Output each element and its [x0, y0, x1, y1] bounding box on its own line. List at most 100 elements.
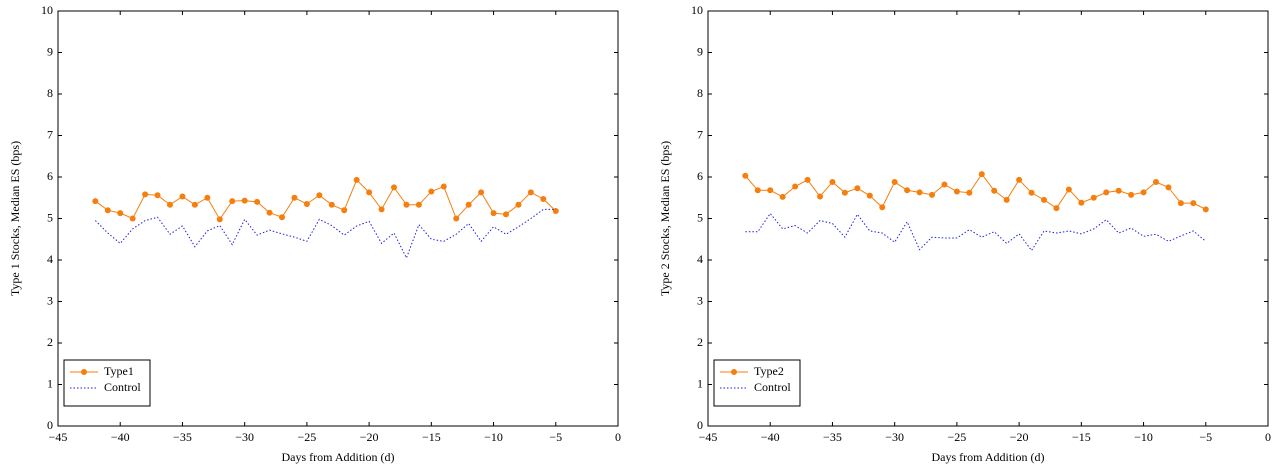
point [1115, 187, 1122, 194]
y-tick-label: 3 [697, 293, 703, 307]
point [266, 209, 273, 216]
x-tick-label: −40 [761, 430, 780, 444]
point [241, 197, 248, 204]
point [527, 189, 534, 196]
point [328, 201, 335, 208]
point [428, 188, 435, 195]
point [1065, 186, 1072, 193]
x-tick-label: −5 [1199, 430, 1212, 444]
point [552, 208, 559, 215]
point [490, 210, 497, 217]
y-tick-label: 10 [41, 3, 53, 17]
y-axis-label: Type 1 Stocks, Median ES (bps) [8, 141, 22, 296]
point [515, 201, 522, 208]
x-axis-label: Days from Addition (d) [932, 450, 1045, 464]
point [804, 176, 811, 183]
series-line [744, 173, 1207, 210]
x-tick-label: −40 [111, 430, 130, 444]
y-tick-label: 8 [47, 86, 53, 100]
y-tick-label: 0 [697, 418, 703, 432]
y-tick-label: 9 [697, 44, 703, 58]
x-tick-label: −15 [1072, 430, 1091, 444]
x-tick-label: −35 [823, 430, 842, 444]
point [303, 200, 310, 207]
point [316, 192, 323, 199]
point [279, 214, 285, 221]
y-tick-label: 0 [47, 418, 53, 432]
x-tick-label: −30 [235, 430, 254, 444]
y-tick-label: 1 [47, 376, 53, 390]
y-tick-label: 7 [47, 127, 53, 141]
x-tick-label: −10 [1134, 430, 1153, 444]
point [1003, 196, 1010, 203]
point [142, 191, 149, 198]
point [941, 181, 948, 188]
legend-box [63, 359, 151, 407]
point [1190, 200, 1197, 207]
point [966, 189, 973, 196]
legend-marker [731, 369, 737, 375]
point [991, 187, 998, 194]
y-tick-label: 10 [691, 3, 703, 17]
point [391, 184, 397, 191]
x-tick-label: −45 [49, 430, 68, 444]
x-tick-label: −20 [360, 430, 379, 444]
x-axis-label: Days from Addition (d) [282, 450, 395, 464]
point [465, 201, 472, 208]
point [841, 189, 848, 196]
y-tick-label: 6 [697, 169, 703, 183]
point [829, 178, 836, 185]
x-tick-label: −25 [947, 430, 966, 444]
x-tick-label: −10 [484, 430, 503, 444]
point [291, 194, 298, 201]
point [1103, 189, 1110, 196]
y-tick-label: 2 [47, 335, 53, 349]
x-tick-label: 0 [615, 430, 621, 444]
point [1202, 206, 1209, 213]
point [904, 187, 911, 194]
point [179, 193, 186, 200]
point [792, 183, 799, 190]
point [503, 211, 509, 218]
x-tick-label: −25 [297, 430, 316, 444]
legend-label: Control [754, 380, 791, 394]
point [129, 215, 136, 222]
point [929, 191, 935, 198]
x-tick-label: −35 [173, 430, 192, 444]
point [92, 198, 99, 205]
point [378, 206, 385, 213]
point [167, 201, 173, 208]
legend-box [713, 359, 801, 407]
point [191, 201, 198, 208]
y-tick-label: 2 [697, 335, 703, 349]
point [1128, 191, 1135, 198]
point [767, 187, 774, 194]
point [1078, 199, 1085, 206]
y-tick-label: 1 [697, 376, 703, 390]
series-line [94, 208, 556, 260]
y-axis-label: Type 2 Stocks, Median ES (bps) [658, 141, 672, 296]
x-tick-label: 0 [1265, 430, 1271, 444]
point [1090, 194, 1097, 201]
point [478, 189, 485, 196]
point [891, 178, 898, 185]
point [779, 193, 786, 200]
legend-label: Control [104, 380, 141, 394]
y-tick-label: 8 [697, 86, 703, 100]
point [341, 207, 348, 214]
point [254, 198, 261, 205]
point [953, 188, 960, 195]
point [216, 216, 223, 223]
point [1041, 196, 1047, 203]
point [1153, 178, 1159, 185]
point [1016, 176, 1023, 183]
chart: 0 1 2 3 4 5 6 7 8 9 10 −45 −40 −35 −30 −25 −20 −15 −10 −5 0 D… [658, 3, 1271, 464]
y-tick-label: 5 [697, 210, 703, 224]
point [817, 193, 823, 200]
point [866, 192, 873, 199]
point [1165, 184, 1172, 191]
point [453, 215, 460, 222]
point [1140, 189, 1147, 196]
point [204, 194, 211, 201]
